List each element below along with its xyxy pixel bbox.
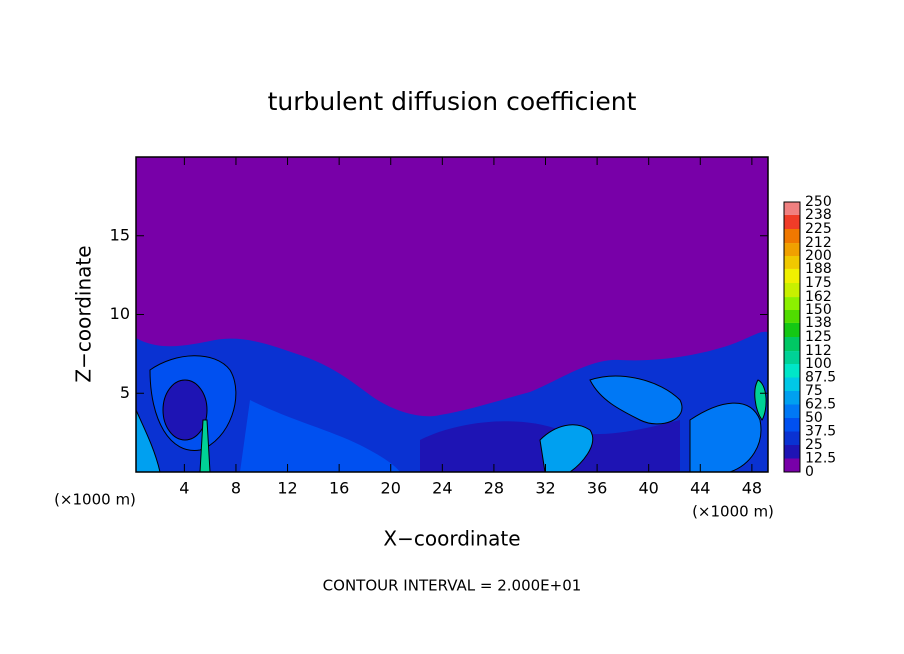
colorbar-bin — [784, 310, 800, 323]
colorbar-label: 212 — [805, 235, 832, 251]
unit-label: (×1000 m) — [692, 503, 774, 521]
colorbar-label: 162 — [805, 289, 832, 305]
chart-title: turbulent diffusion coefficient — [268, 87, 637, 116]
colorbar-bin — [784, 377, 800, 391]
colorbar-label: 87.5 — [805, 370, 836, 386]
colorbar-bin — [784, 297, 800, 310]
colorbar-label: 50 — [805, 410, 823, 426]
colorbar-label: 12.5 — [805, 451, 836, 467]
field-region — [539, 424, 593, 473]
colorbar-bin — [784, 404, 800, 418]
colorbar-label: 200 — [805, 248, 832, 264]
colorbar-bin — [784, 256, 800, 269]
x-tick-label: 16 — [329, 479, 349, 498]
field-region — [240, 400, 400, 472]
colorbar-label: 138 — [805, 315, 832, 331]
colorbar-bin — [784, 214, 800, 229]
colorbar-label: 112 — [805, 343, 832, 359]
x-axis-label: X−coordinate — [383, 527, 520, 551]
y-tick-label: 10 — [110, 304, 130, 323]
colorbar-label: 238 — [805, 207, 832, 223]
colorbar-label: 150 — [805, 302, 832, 318]
colorbar-bin — [784, 431, 800, 445]
colorbar-bin — [784, 337, 800, 352]
colorbar-bin — [784, 445, 800, 459]
x-tick-label: 12 — [277, 479, 297, 498]
colorbar-bin — [784, 283, 800, 298]
x-tick-label: 28 — [484, 479, 504, 498]
x-tick-label: 44 — [690, 479, 710, 498]
unit-label: (×1000 m) — [54, 491, 136, 509]
colorbar-bin — [784, 458, 800, 472]
colorbar-frame — [783, 201, 801, 473]
x-tick-label: 36 — [587, 479, 607, 498]
colorbar-label: 37.5 — [805, 424, 836, 440]
x-tick-label: 8 — [231, 479, 241, 498]
y-tick-label: 5 — [120, 383, 130, 402]
x-tick-label: 32 — [535, 479, 555, 498]
colorbar-label: 0 — [805, 464, 814, 480]
colorbar-label: 188 — [805, 261, 832, 277]
colorbar-label: 25 — [805, 437, 823, 453]
colorbar-bin — [784, 391, 800, 405]
colorbar-bin — [784, 351, 800, 364]
x-tick-label: 24 — [432, 479, 452, 498]
colorbar-bin — [784, 364, 800, 378]
field-region — [689, 402, 762, 473]
colorbar-bin — [784, 268, 800, 283]
y-tick-label: 15 — [110, 225, 130, 244]
footer-note: CONTOUR INTERVAL = 2.000E+01 — [323, 577, 582, 595]
colorbar-label: 75 — [805, 383, 823, 399]
colorbar-label: 250 — [805, 194, 832, 210]
colorbar-bin — [784, 418, 800, 432]
colorbar-label: 125 — [805, 329, 832, 345]
field-region — [754, 379, 767, 421]
x-tick-label: 4 — [179, 479, 189, 498]
colorbar-bin — [784, 229, 800, 244]
y-axis-label: Z−coordinate — [72, 245, 96, 382]
colorbar-label: 62.5 — [805, 397, 836, 413]
x-tick-label: 20 — [381, 479, 401, 498]
x-tick-label: 40 — [639, 479, 659, 498]
field-region — [162, 379, 208, 441]
colorbar-label: 175 — [805, 275, 832, 291]
contour-field — [135, 157, 768, 473]
colorbar-bin — [784, 322, 800, 337]
colorbar-bin — [784, 243, 800, 256]
colorbar-bin — [784, 202, 800, 215]
x-tick-label: 48 — [742, 479, 762, 498]
colorbar-label: 225 — [805, 221, 832, 237]
field-region — [589, 375, 683, 425]
colorbar-label: 100 — [805, 356, 832, 372]
